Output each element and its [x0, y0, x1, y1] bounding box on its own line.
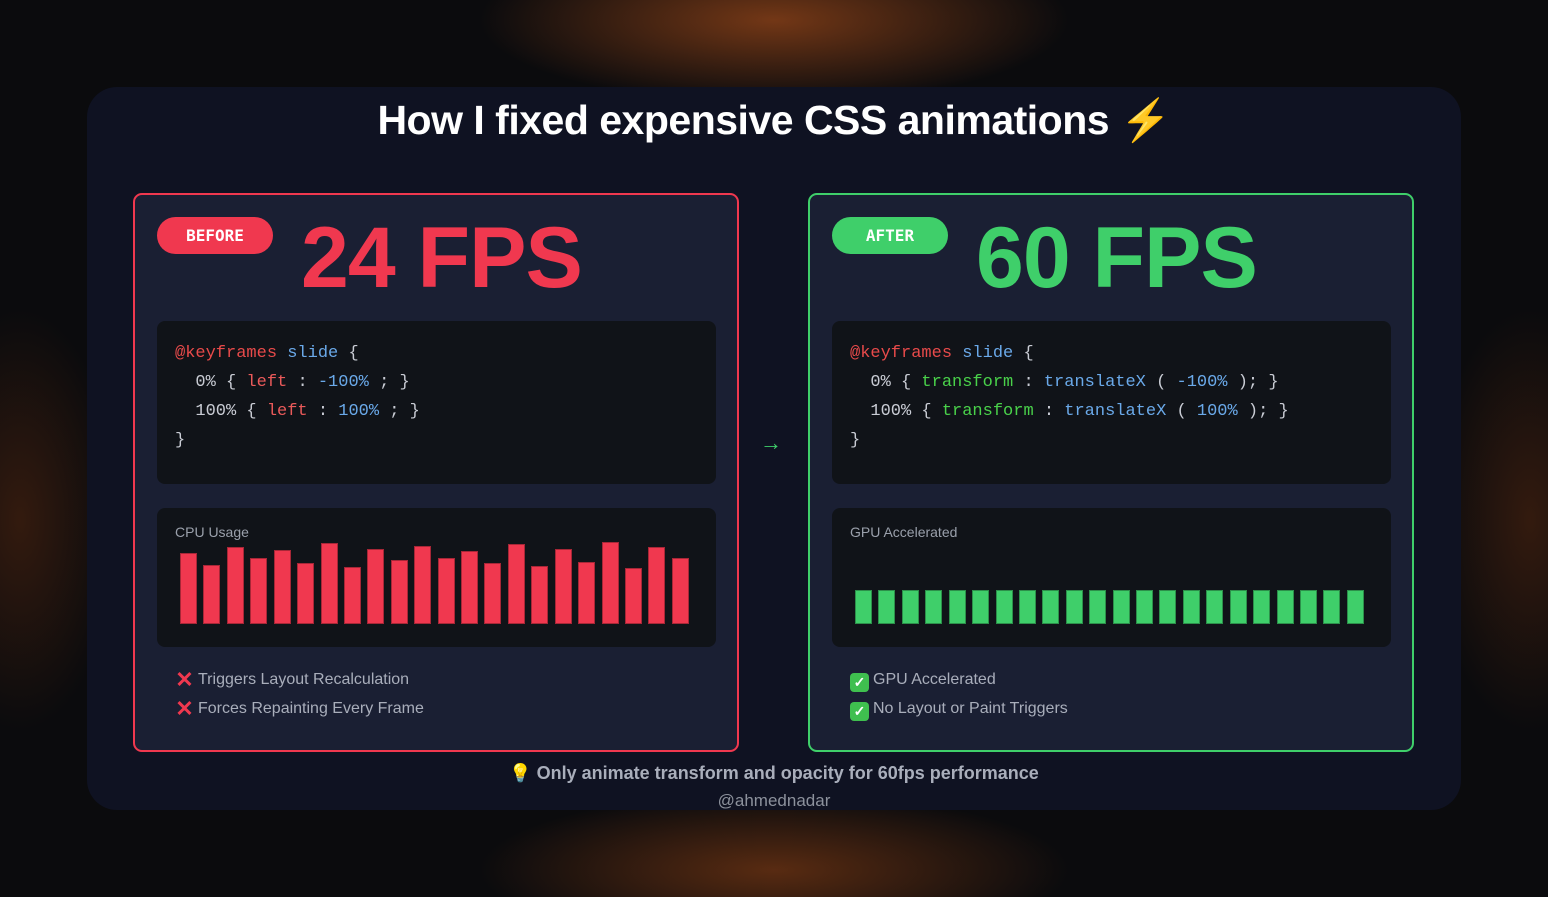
- cpu-bar: [226, 546, 244, 624]
- before-badge: BEFORE: [157, 217, 273, 254]
- gpu-bar: [1300, 589, 1318, 624]
- after-code-block: @keyframes slide { 0% { transform : tran…: [832, 321, 1391, 484]
- gpu-chart: GPU Accelerated: [832, 508, 1391, 647]
- cpu-bar: [531, 565, 549, 624]
- cpu-bar: [648, 546, 666, 624]
- gpu-bar: [1112, 589, 1130, 624]
- cpu-bars: [180, 542, 689, 624]
- before-panel: BEFORE 24 FPS @keyframes slide { 0% { le…: [133, 193, 739, 752]
- cpu-bar: [250, 558, 268, 624]
- gpu-bar: [995, 589, 1013, 624]
- check-icon: ✓: [850, 673, 869, 692]
- gpu-bar: [1159, 589, 1177, 624]
- gpu-bar: [925, 589, 943, 624]
- gpu-bar: [1065, 589, 1083, 624]
- chart-label: GPU Accelerated: [850, 524, 958, 540]
- cpu-bar: [461, 551, 479, 624]
- cpu-bar: [297, 562, 315, 624]
- cpu-bar: [601, 542, 619, 624]
- after-panel: AFTER 60 FPS @keyframes slide { 0% { tra…: [808, 193, 1414, 752]
- cpu-bar: [625, 568, 643, 624]
- gpu-bar: [855, 589, 872, 624]
- gpu-bar: [1182, 589, 1200, 624]
- cross-icon: ✕: [175, 696, 194, 721]
- gpu-bar: [901, 589, 919, 624]
- cpu-bar: [180, 553, 197, 624]
- cpu-bar: [671, 558, 689, 624]
- cpu-bar: [273, 550, 291, 624]
- title-text: How I fixed expensive CSS animations: [377, 97, 1110, 143]
- after-fps: 60 FPS: [976, 210, 1258, 306]
- page-title: How I fixed expensive CSS animations ⚡: [87, 97, 1461, 145]
- gpu-bar: [1042, 589, 1060, 624]
- gpu-bar: [948, 589, 966, 624]
- before-fps: 24 FPS: [301, 210, 583, 306]
- cpu-bar: [484, 563, 502, 624]
- benefit-item: ✓ No Layout or Paint Triggers: [850, 694, 1068, 723]
- gpu-bar: [1323, 589, 1341, 624]
- gpu-bar: [878, 589, 896, 624]
- gpu-bar: [1253, 589, 1271, 624]
- cpu-bar: [578, 561, 596, 624]
- cpu-bar: [390, 560, 408, 624]
- cpu-bar: [437, 557, 455, 624]
- gpu-bars: [855, 542, 1364, 624]
- gpu-bar: [1346, 589, 1364, 624]
- check-icon: ✓: [850, 702, 869, 721]
- gpu-bar: [1276, 589, 1294, 624]
- cpu-bar: [320, 542, 338, 624]
- issue-item: ✕ Triggers Layout Recalculation: [175, 667, 410, 692]
- infographic-card: How I fixed expensive CSS animations ⚡ B…: [87, 87, 1461, 810]
- gpu-bar: [1136, 589, 1154, 624]
- tip-text: 💡 Only animate transform and opacity for…: [509, 763, 1039, 783]
- before-issues: ✕ Triggers Layout Recalculation ✕ Forces R…: [175, 665, 424, 723]
- author-handle: @ahmednadar: [717, 791, 831, 810]
- chart-label: CPU Usage: [175, 524, 249, 540]
- cpu-bar: [203, 564, 221, 624]
- gpu-bar: [1229, 589, 1247, 624]
- gpu-bar: [1206, 589, 1224, 624]
- before-code-block: @keyframes slide { 0% { left : -100% ; }…: [157, 321, 716, 484]
- benefit-item: ✓ GPU Accelerated: [850, 665, 1068, 694]
- cross-icon: ✕: [175, 667, 194, 692]
- cpu-bar: [367, 548, 385, 624]
- arrow-right-icon: →: [760, 430, 782, 455]
- after-badge: AFTER: [832, 217, 948, 254]
- cpu-usage-chart: CPU Usage: [157, 508, 716, 647]
- cpu-bar: [554, 549, 572, 624]
- lightbulb-icon: 💡: [509, 763, 532, 783]
- cpu-bar: [343, 567, 361, 624]
- cpu-bar: [507, 544, 525, 624]
- gpu-bar: [1089, 589, 1107, 624]
- gpu-bar: [972, 589, 990, 624]
- cpu-bar: [414, 546, 432, 624]
- gpu-bar: [1018, 589, 1036, 624]
- issue-item: ✕ Forces Repainting Every Frame: [175, 696, 424, 721]
- after-benefits: ✓ GPU Accelerated ✓ No Layout or Paint Tri…: [850, 665, 1068, 723]
- lightning-icon: ⚡: [1119, 97, 1171, 143]
